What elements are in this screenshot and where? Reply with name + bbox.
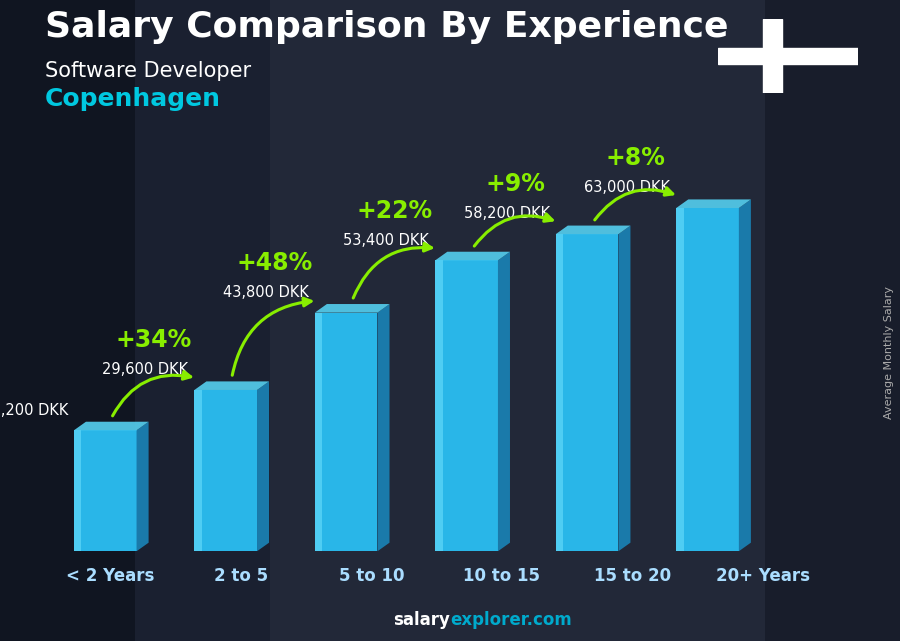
Polygon shape <box>676 199 751 208</box>
Text: 10 to 15: 10 to 15 <box>464 567 540 585</box>
Text: 15 to 20: 15 to 20 <box>594 567 670 585</box>
Polygon shape <box>436 260 498 551</box>
Bar <box>270 0 900 641</box>
Polygon shape <box>257 381 269 551</box>
Polygon shape <box>377 304 390 551</box>
Text: Copenhagen: Copenhagen <box>45 87 221 110</box>
FancyArrowPatch shape <box>595 188 673 220</box>
Text: Average Monthly Salary: Average Monthly Salary <box>884 286 895 419</box>
Text: +22%: +22% <box>357 199 433 222</box>
Text: +48%: +48% <box>237 251 312 275</box>
Polygon shape <box>676 208 684 551</box>
Text: 29,600 DKK: 29,600 DKK <box>103 362 188 378</box>
Polygon shape <box>315 313 322 551</box>
Polygon shape <box>74 422 148 430</box>
Bar <box>765 0 900 641</box>
Text: +9%: +9% <box>485 172 545 196</box>
Text: +34%: +34% <box>116 328 192 352</box>
Polygon shape <box>556 234 618 551</box>
FancyArrowPatch shape <box>112 372 191 416</box>
Text: 20+ Years: 20+ Years <box>716 567 810 585</box>
Text: 53,400 DKK: 53,400 DKK <box>344 233 429 247</box>
Text: 43,800 DKK: 43,800 DKK <box>223 285 309 300</box>
Text: 58,200 DKK: 58,200 DKK <box>464 206 550 221</box>
Polygon shape <box>194 390 257 551</box>
FancyArrowPatch shape <box>232 298 311 375</box>
Polygon shape <box>498 252 510 551</box>
Polygon shape <box>676 208 739 551</box>
Polygon shape <box>74 430 137 551</box>
Polygon shape <box>194 390 202 551</box>
Text: +8%: +8% <box>606 146 666 171</box>
Text: explorer.com: explorer.com <box>450 612 572 629</box>
FancyArrowPatch shape <box>474 214 553 246</box>
Polygon shape <box>556 226 630 234</box>
Polygon shape <box>556 234 563 551</box>
Polygon shape <box>194 381 269 390</box>
Polygon shape <box>315 304 390 313</box>
Text: 2 to 5: 2 to 5 <box>213 567 268 585</box>
Bar <box>718 48 858 64</box>
Polygon shape <box>436 260 443 551</box>
FancyArrowPatch shape <box>353 244 431 298</box>
Polygon shape <box>436 252 510 260</box>
Text: Salary Comparison By Experience: Salary Comparison By Experience <box>45 10 728 44</box>
Text: 63,000 DKK: 63,000 DKK <box>584 180 670 196</box>
Bar <box>0 0 135 641</box>
Polygon shape <box>137 422 148 551</box>
Polygon shape <box>739 199 751 551</box>
Text: < 2 Years: < 2 Years <box>66 567 155 585</box>
Text: Software Developer: Software Developer <box>45 61 251 81</box>
Text: 5 to 10: 5 to 10 <box>338 567 404 585</box>
Text: 22,200 DKK: 22,200 DKK <box>0 403 68 417</box>
Polygon shape <box>618 226 630 551</box>
Text: salary: salary <box>393 612 450 629</box>
Bar <box>763 19 782 93</box>
Polygon shape <box>74 430 81 551</box>
Polygon shape <box>315 313 377 551</box>
